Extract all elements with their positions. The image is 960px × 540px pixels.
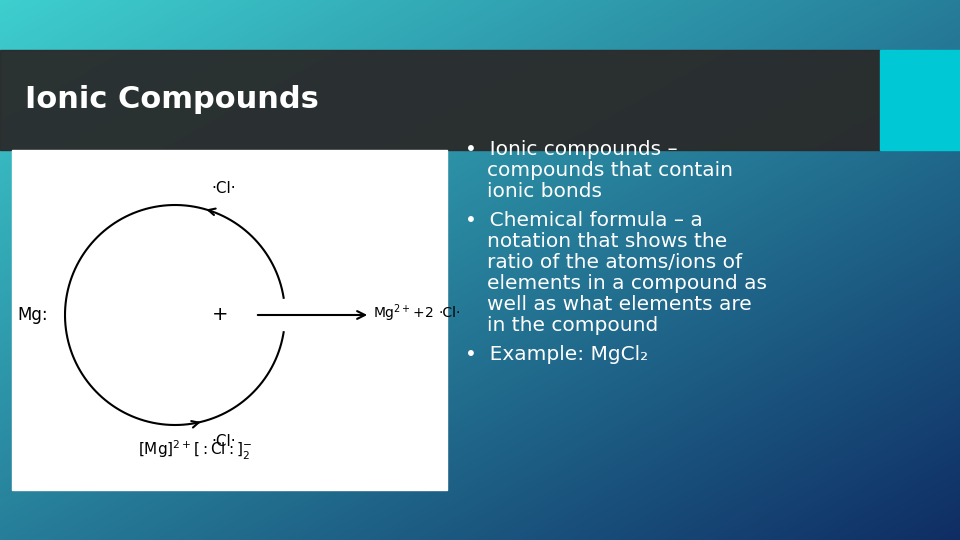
- Text: elements in a compound as: elements in a compound as: [487, 274, 767, 293]
- Text: ·Cl·: ·Cl·: [211, 181, 236, 196]
- Text: Mg:: Mg:: [17, 306, 48, 324]
- Text: •  Ionic compounds –: • Ionic compounds –: [465, 140, 678, 159]
- Text: $[\mathrm{Mg}]^{2+}[\mathrm{:Cl:}]^{-}_{2}$: $[\mathrm{Mg}]^{2+}[\mathrm{:Cl:}]^{-}_{…: [137, 438, 252, 462]
- Text: •  Chemical formula – a: • Chemical formula – a: [465, 211, 703, 230]
- Text: ·Cl·: ·Cl·: [438, 306, 461, 320]
- Text: ·Cl·: ·Cl·: [211, 434, 236, 449]
- Text: Mg$^{2+}$+2: Mg$^{2+}$+2: [373, 302, 433, 324]
- Text: well as what elements are: well as what elements are: [487, 295, 752, 314]
- Text: ionic bonds: ionic bonds: [487, 182, 602, 201]
- Text: Ionic Compounds: Ionic Compounds: [25, 85, 319, 114]
- Text: compounds that contain: compounds that contain: [487, 161, 733, 180]
- Text: in the compound: in the compound: [487, 316, 659, 335]
- Text: •  Example: MgCl₂: • Example: MgCl₂: [465, 345, 648, 364]
- Text: ratio of the atoms/ions of: ratio of the atoms/ions of: [487, 253, 742, 272]
- Bar: [0, 50, 880, 150]
- Text: notation that shows the: notation that shows the: [487, 232, 728, 251]
- Bar: [12, 150, 447, 490]
- Bar: [880, 50, 960, 150]
- Text: +: +: [212, 306, 228, 325]
